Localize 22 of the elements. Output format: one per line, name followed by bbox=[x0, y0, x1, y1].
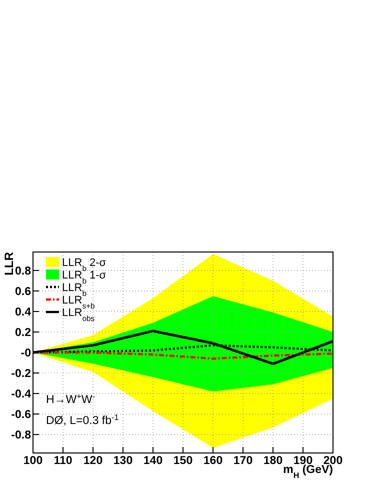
y-axis-title: LLR bbox=[2, 252, 16, 276]
x-tick-label: 180 bbox=[263, 455, 283, 467]
y-tick-label: -0 bbox=[20, 348, 31, 360]
x-tick-label: 160 bbox=[203, 455, 223, 467]
x-tick-label: 100 bbox=[23, 455, 43, 467]
y-tick-label: -0.4 bbox=[11, 388, 32, 401]
y-tick-label: 0.8 bbox=[15, 265, 32, 278]
x-tick-label: 130 bbox=[113, 455, 133, 467]
x-tick-label: 140 bbox=[143, 455, 163, 467]
x-tick-label: 110 bbox=[54, 455, 72, 467]
x-tick-label: 150 bbox=[173, 455, 193, 467]
y-tick-label: 0.6 bbox=[15, 286, 31, 298]
y-tick-label: 0.4 bbox=[15, 306, 32, 318]
y-tick-label: 0.2 bbox=[15, 326, 31, 339]
x-axis-title: m$_{H}$ (GeV) bbox=[283, 464, 334, 480]
y-tick-label: -0.8 bbox=[11, 430, 32, 442]
x-tick-label: 120 bbox=[83, 455, 103, 467]
y-tick-label: -0.2 bbox=[11, 368, 31, 380]
annotation: H→W$^{+}$W$^{-}$ bbox=[46, 392, 96, 406]
annotation: DØ, L=0.3 fb$^{-1}$ bbox=[46, 412, 120, 427]
y-tick-label: -0.6 bbox=[11, 409, 31, 422]
x-tick-label: 170 bbox=[233, 455, 253, 467]
